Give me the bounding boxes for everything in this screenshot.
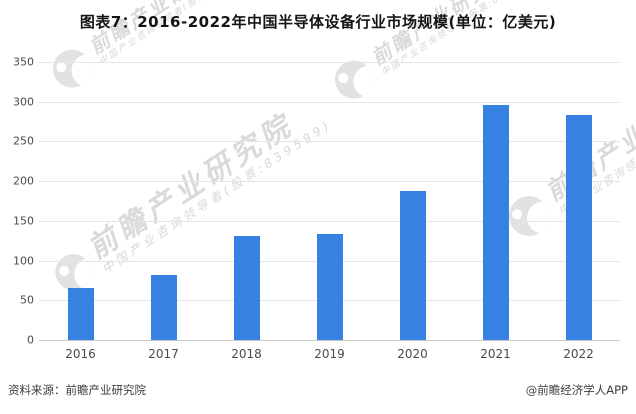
- y-tick-label: 250: [13, 134, 34, 148]
- x-tick-label: 2016: [65, 347, 96, 361]
- grid-line: [39, 220, 620, 222]
- x-tick-label: 2019: [314, 347, 345, 361]
- bar-2020: [399, 191, 426, 340]
- bar-2018: [233, 235, 260, 340]
- grid-line: [39, 101, 620, 103]
- grid-line: [39, 62, 620, 63]
- bar-2022: [565, 115, 592, 340]
- y-tick-label: 150: [13, 214, 34, 228]
- plot-area: [39, 62, 620, 341]
- bar-2016: [67, 288, 94, 340]
- x-tick-label: 2018: [231, 347, 262, 361]
- y-tick-label: 300: [13, 95, 34, 109]
- y-tick-label: 100: [13, 254, 34, 268]
- bar-2021: [482, 104, 509, 340]
- bar-2019: [316, 233, 343, 340]
- grid-line: [39, 340, 620, 341]
- y-tick-label: 350: [13, 55, 34, 69]
- y-tick-label: 200: [13, 174, 34, 188]
- x-axis: 2016 2017 2018 2019 2020 2021 2022: [39, 347, 620, 363]
- x-tick-label: 2017: [148, 347, 179, 361]
- grid-line: [39, 181, 620, 183]
- page-title: 图表7：2016-2022年中国半导体设备行业市场规模(单位：亿美元): [79, 13, 557, 31]
- x-tick-label: 2021: [480, 347, 511, 361]
- bar-2017: [150, 274, 177, 340]
- credit-note: @前瞻经济学人APP: [525, 383, 628, 397]
- grid-line: [39, 141, 620, 143]
- y-axis: 0 50 100 150 200 250 300 350: [0, 56, 34, 347]
- y-tick-label: 0: [27, 333, 34, 347]
- source-note: 资料来源：前瞻产业研究院: [8, 383, 146, 397]
- x-tick-label: 2020: [397, 347, 428, 361]
- x-tick-label: 2022: [563, 347, 594, 361]
- y-tick-label: 50: [20, 293, 34, 307]
